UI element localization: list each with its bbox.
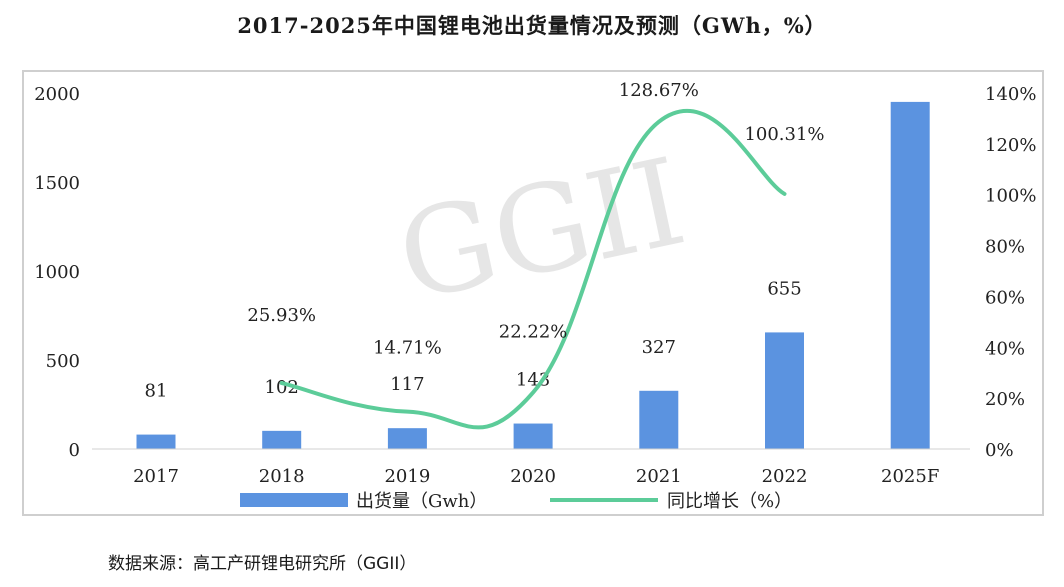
x-tick-label: 2022 <box>762 466 808 487</box>
x-tick-label: 2025F <box>881 466 939 487</box>
y-right-tick: 60% <box>985 287 1025 308</box>
growth-label: 25.93% <box>247 305 316 326</box>
bar-2021 <box>639 390 679 449</box>
growth-label: 100.31% <box>744 124 824 145</box>
x-tick-label: 2017 <box>133 466 179 487</box>
y-left-tick: 1500 <box>34 173 80 194</box>
y-left-tick: 1000 <box>34 262 80 283</box>
y-right-tick: 0% <box>985 440 1014 461</box>
legend-swatch-bar <box>240 493 348 507</box>
x-tick-label: 2019 <box>384 466 430 487</box>
axis-layer: 0 500 1000 1500 2000 0% 20% 40% 60% 80% 100% 120% 14… <box>34 84 1036 487</box>
y-right-tick: 120% <box>985 135 1036 156</box>
x-tick-label: 2020 <box>510 466 556 487</box>
bar-2020 <box>513 423 553 449</box>
page-title: 2017-2025年中国锂电池出货量情况及预测（GWh，%） <box>237 13 827 38</box>
bar-2022 <box>765 332 804 449</box>
bars-layer: 81 102 117 143 327 655 <box>136 101 930 450</box>
bar-value-label: 81 <box>145 381 168 402</box>
x-tick-label: 2021 <box>636 466 682 487</box>
bar-value-label: 102 <box>265 377 299 398</box>
y-left-tick: 0 <box>69 440 80 461</box>
bar-2018 <box>262 430 302 449</box>
legend-label-bar: 出货量（Gwh） <box>356 491 487 512</box>
bar-value-label: 655 <box>767 278 801 299</box>
y-right-tick: 80% <box>985 237 1025 258</box>
y-left-tick: 500 <box>46 351 80 372</box>
line-layer: 25.93% 14.71% 22.22% 128.67% 100.31% <box>247 80 825 430</box>
growth-line <box>279 109 787 430</box>
bar-value-label: 327 <box>642 337 676 358</box>
bar-2025F <box>890 101 930 450</box>
growth-label: 22.22% <box>499 321 568 342</box>
y-right-tick: 140% <box>985 84 1036 105</box>
growth-label: 14.71% <box>373 338 442 359</box>
bar-2019 <box>387 428 427 449</box>
y-left-tick: 2000 <box>34 84 80 105</box>
y-right-tick: 100% <box>985 186 1036 207</box>
watermark: GGII <box>387 133 696 329</box>
bar-value-label: 117 <box>390 374 424 395</box>
y-right-tick: 40% <box>985 338 1025 359</box>
legend: 出货量（Gwh） 同比增长（%） <box>240 491 792 512</box>
growth-label: 128.67% <box>619 80 699 101</box>
source-note: 数据来源：高工产研锂电研究所（GGII） <box>108 554 417 574</box>
x-tick-label: 2018 <box>259 466 305 487</box>
bar-value-label: 143 <box>516 370 550 391</box>
legend-label-line: 同比增长（%） <box>667 491 792 512</box>
bar-2017 <box>136 434 176 449</box>
y-right-tick: 20% <box>985 389 1025 410</box>
